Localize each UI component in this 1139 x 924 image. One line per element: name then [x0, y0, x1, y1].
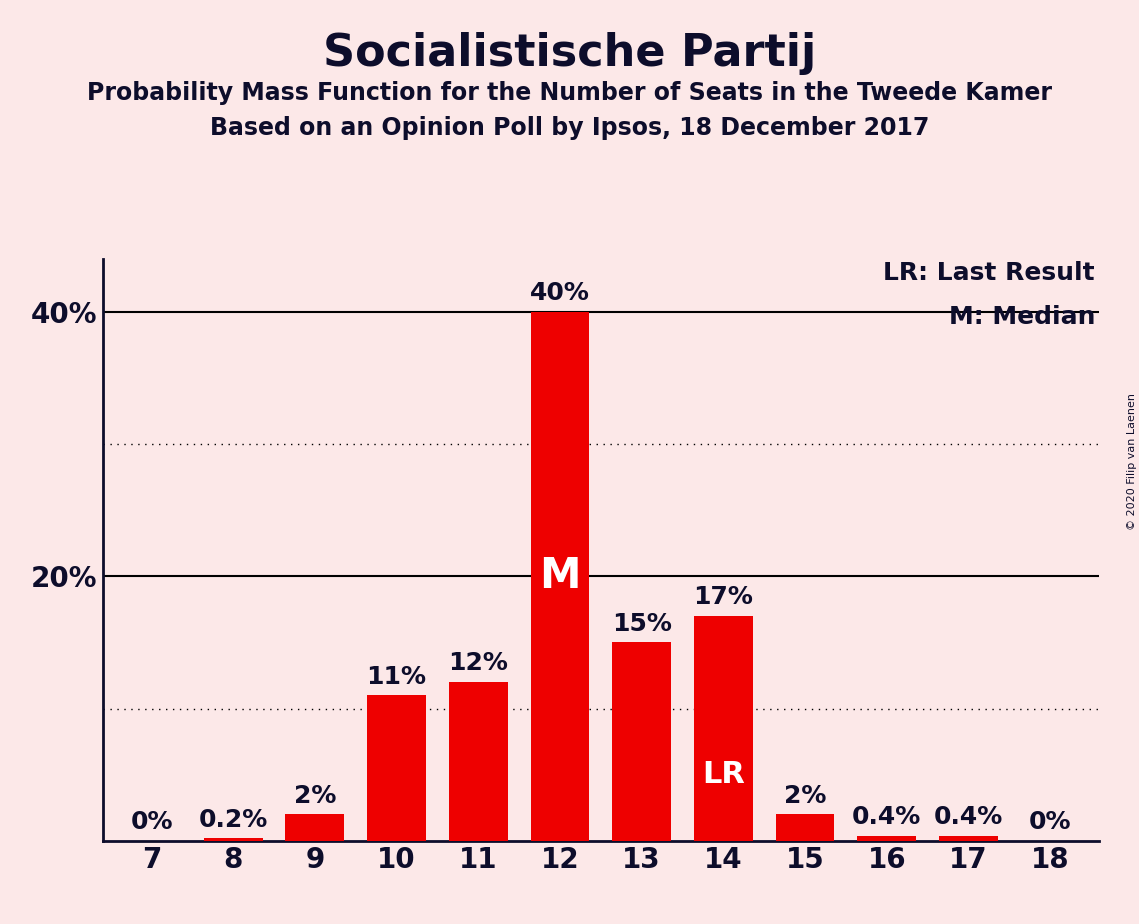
Bar — [204, 838, 263, 841]
Text: Probability Mass Function for the Number of Seats in the Tweede Kamer: Probability Mass Function for the Number… — [87, 81, 1052, 105]
Text: 11%: 11% — [367, 664, 427, 688]
Text: 0%: 0% — [130, 810, 173, 834]
Bar — [694, 616, 753, 841]
Text: 0.4%: 0.4% — [852, 805, 921, 829]
Text: © 2020 Filip van Laenen: © 2020 Filip van Laenen — [1126, 394, 1137, 530]
Bar — [449, 682, 508, 841]
Text: 2%: 2% — [294, 784, 336, 808]
Text: 0.2%: 0.2% — [198, 808, 268, 832]
Text: 0.4%: 0.4% — [934, 805, 1003, 829]
Text: Based on an Opinion Poll by Ipsos, 18 December 2017: Based on an Opinion Poll by Ipsos, 18 De… — [210, 116, 929, 140]
Bar — [613, 642, 671, 841]
Text: 40%: 40% — [530, 281, 590, 305]
Text: Socialistische Partij: Socialistische Partij — [322, 32, 817, 76]
Bar — [531, 311, 589, 841]
Text: 17%: 17% — [694, 585, 753, 609]
Text: M: M — [539, 555, 581, 597]
Text: LR: Last Result: LR: Last Result — [884, 261, 1095, 286]
Bar — [286, 814, 344, 841]
Text: 2%: 2% — [784, 784, 826, 808]
Bar — [858, 835, 916, 841]
Text: 0%: 0% — [1029, 810, 1072, 834]
Bar — [367, 695, 426, 841]
Text: M: Median: M: Median — [949, 305, 1095, 329]
Text: 12%: 12% — [449, 651, 508, 675]
Text: 15%: 15% — [612, 612, 672, 636]
Bar — [776, 814, 835, 841]
Bar — [939, 835, 998, 841]
Text: LR: LR — [702, 760, 745, 789]
